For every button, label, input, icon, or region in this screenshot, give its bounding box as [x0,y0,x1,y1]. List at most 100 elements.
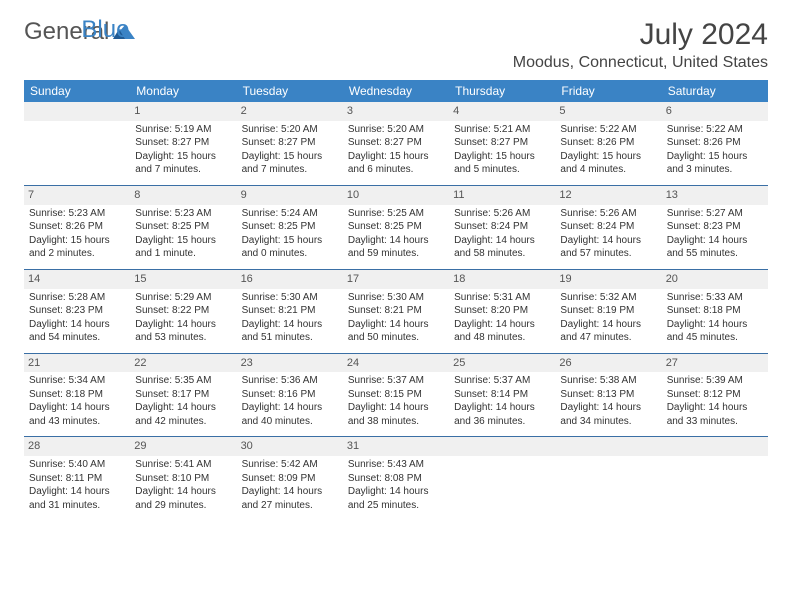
day-cell: 10Sunrise: 5:25 AMSunset: 8:25 PMDayligh… [343,185,449,269]
day-text-line: Daylight: 14 hours and 33 minutes. [667,401,763,428]
day-text-line: Daylight: 14 hours and 42 minutes. [135,401,231,428]
day-text-line: Sunset: 8:08 PM [348,472,444,486]
day-text-line: Sunset: 8:19 PM [560,304,656,318]
day-cell: 4Sunrise: 5:21 AMSunset: 8:27 PMDaylight… [449,102,555,185]
day-text-line: Daylight: 14 hours and 53 minutes. [135,318,231,345]
day-text-line: Daylight: 14 hours and 38 minutes. [348,401,444,428]
day-cell: 17Sunrise: 5:30 AMSunset: 8:21 PMDayligh… [343,269,449,353]
day-text-line: Sunrise: 5:22 AM [667,123,763,137]
day-text-line: Sunrise: 5:19 AM [135,123,231,137]
day-text-line: Sunset: 8:17 PM [135,388,231,402]
day-text-line: Sunset: 8:21 PM [242,304,338,318]
day-text-line: Daylight: 14 hours and 50 minutes. [348,318,444,345]
day-text-line: Sunrise: 5:31 AM [454,291,550,305]
day-text-line: Sunset: 8:13 PM [560,388,656,402]
weekday-header-row: Sunday Monday Tuesday Wednesday Thursday… [24,80,768,102]
day-number: 5 [555,102,661,121]
day-cell: 7Sunrise: 5:23 AMSunset: 8:26 PMDaylight… [24,185,130,269]
day-number: 18 [449,270,555,289]
day-cell: 3Sunrise: 5:20 AMSunset: 8:27 PMDaylight… [343,102,449,185]
day-text-line: Sunset: 8:15 PM [348,388,444,402]
day-number: 25 [449,354,555,373]
week-row: 14Sunrise: 5:28 AMSunset: 8:23 PMDayligh… [24,269,768,353]
day-cell: 22Sunrise: 5:35 AMSunset: 8:17 PMDayligh… [130,353,236,437]
day-text-line: Sunrise: 5:35 AM [135,374,231,388]
day-text-line: Sunset: 8:27 PM [348,136,444,150]
day-text-line: Sunrise: 5:28 AM [29,291,125,305]
day-text-line: Sunrise: 5:27 AM [667,207,763,221]
day-text-line: Sunrise: 5:23 AM [135,207,231,221]
day-number: 17 [343,270,449,289]
day-cell: 26Sunrise: 5:38 AMSunset: 8:13 PMDayligh… [555,353,661,437]
day-cell: 20Sunrise: 5:33 AMSunset: 8:18 PMDayligh… [662,269,768,353]
day-cell: 23Sunrise: 5:36 AMSunset: 8:16 PMDayligh… [237,353,343,437]
day-number: 23 [237,354,343,373]
day-number: 1 [130,102,236,121]
day-cell: 27Sunrise: 5:39 AMSunset: 8:12 PMDayligh… [662,353,768,437]
day-text-line: Daylight: 14 hours and 45 minutes. [667,318,763,345]
day-cell: 11Sunrise: 5:26 AMSunset: 8:24 PMDayligh… [449,185,555,269]
day-cell: 25Sunrise: 5:37 AMSunset: 8:14 PMDayligh… [449,353,555,437]
day-number: 4 [449,102,555,121]
day-number: 22 [130,354,236,373]
day-text-line: Sunrise: 5:43 AM [348,458,444,472]
day-text-line: Sunset: 8:16 PM [242,388,338,402]
day-text-line: Daylight: 14 hours and 29 minutes. [135,485,231,512]
day-cell: 13Sunrise: 5:27 AMSunset: 8:23 PMDayligh… [662,185,768,269]
day-text-line: Sunrise: 5:20 AM [242,123,338,137]
day-number: 15 [130,270,236,289]
day-text-line: Sunset: 8:24 PM [454,220,550,234]
day-cell: 9Sunrise: 5:24 AMSunset: 8:25 PMDaylight… [237,185,343,269]
day-text-line: Daylight: 15 hours and 7 minutes. [242,150,338,177]
day-text-line: Sunrise: 5:32 AM [560,291,656,305]
day-text-line: Daylight: 14 hours and 36 minutes. [454,401,550,428]
week-row: 7Sunrise: 5:23 AMSunset: 8:26 PMDaylight… [24,185,768,269]
day-text-line: Sunset: 8:09 PM [242,472,338,486]
day-text-line: Daylight: 14 hours and 34 minutes. [560,401,656,428]
day-text-line: Sunrise: 5:30 AM [242,291,338,305]
day-cell [24,102,130,185]
day-text-line: Sunset: 8:25 PM [135,220,231,234]
day-text-line: Daylight: 14 hours and 58 minutes. [454,234,550,261]
day-number: 12 [555,186,661,205]
month-title: July 2024 [513,18,768,52]
day-text-line: Sunrise: 5:26 AM [560,207,656,221]
day-cell [555,437,661,520]
day-text-line: Daylight: 15 hours and 0 minutes. [242,234,338,261]
day-text-line: Daylight: 14 hours and 57 minutes. [560,234,656,261]
weekday-header: Sunday [24,80,130,102]
day-text-line: Sunrise: 5:22 AM [560,123,656,137]
day-number: 31 [343,437,449,456]
weekday-header: Tuesday [237,80,343,102]
day-text-line: Daylight: 15 hours and 1 minute. [135,234,231,261]
day-text-line: Daylight: 15 hours and 2 minutes. [29,234,125,261]
day-text-line: Sunrise: 5:21 AM [454,123,550,137]
day-text-line: Sunrise: 5:40 AM [29,458,125,472]
day-number: 2 [237,102,343,121]
day-cell: 12Sunrise: 5:26 AMSunset: 8:24 PMDayligh… [555,185,661,269]
weekday-header: Wednesday [343,80,449,102]
day-text-line: Sunset: 8:12 PM [667,388,763,402]
day-number: 13 [662,186,768,205]
day-cell: 30Sunrise: 5:42 AMSunset: 8:09 PMDayligh… [237,437,343,520]
day-number: 24 [343,354,449,373]
day-cell: 2Sunrise: 5:20 AMSunset: 8:27 PMDaylight… [237,102,343,185]
weekday-header: Thursday [449,80,555,102]
day-number-empty [662,437,768,456]
day-cell: 8Sunrise: 5:23 AMSunset: 8:25 PMDaylight… [130,185,236,269]
day-cell: 6Sunrise: 5:22 AMSunset: 8:26 PMDaylight… [662,102,768,185]
day-text-line: Daylight: 14 hours and 25 minutes. [348,485,444,512]
weekday-header: Monday [130,80,236,102]
logo: General Blue [24,18,187,46]
day-number: 9 [237,186,343,205]
day-text-line: Daylight: 14 hours and 59 minutes. [348,234,444,261]
day-text-line: Daylight: 15 hours and 4 minutes. [560,150,656,177]
day-text-line: Sunrise: 5:29 AM [135,291,231,305]
day-cell [662,437,768,520]
day-text-line: Daylight: 14 hours and 43 minutes. [29,401,125,428]
day-text-line: Sunset: 8:26 PM [29,220,125,234]
calendar-table: Sunday Monday Tuesday Wednesday Thursday… [24,80,768,520]
day-cell: 29Sunrise: 5:41 AMSunset: 8:10 PMDayligh… [130,437,236,520]
week-row: 21Sunrise: 5:34 AMSunset: 8:18 PMDayligh… [24,353,768,437]
day-text-line: Daylight: 14 hours and 47 minutes. [560,318,656,345]
